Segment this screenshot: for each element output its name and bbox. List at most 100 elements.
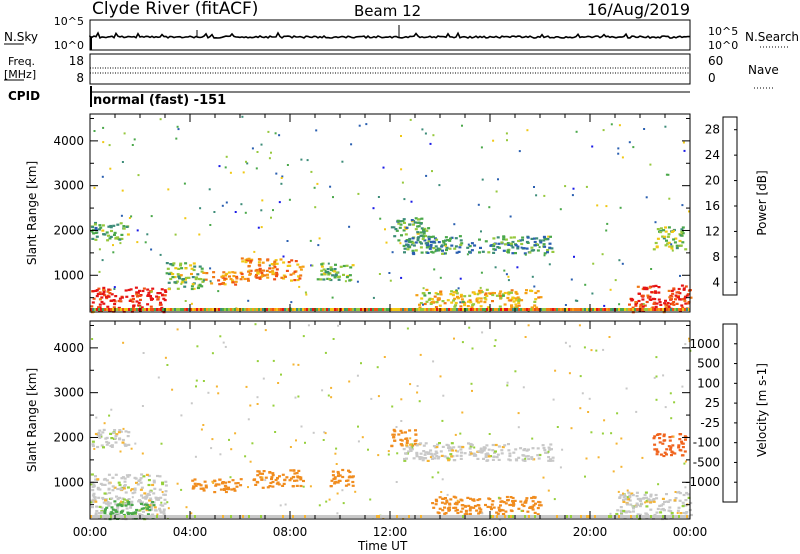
data-cell [657, 298, 661, 301]
data-cell [443, 455, 447, 458]
data-cell [100, 308, 102, 311]
data-cell [105, 440, 109, 444]
data-cell [502, 515, 504, 518]
data-cell [271, 270, 275, 273]
data-cell [196, 515, 198, 518]
data-cell [101, 175, 104, 178]
data-cell [436, 511, 440, 514]
data-cell [590, 308, 592, 311]
data-cell [403, 247, 407, 250]
data-cell [416, 515, 418, 518]
data-cell [518, 515, 520, 518]
data-cell [370, 397, 373, 400]
data-cell [309, 485, 312, 488]
data-cell [156, 474, 159, 478]
data-cell [382, 515, 384, 518]
data-cell [138, 478, 142, 481]
data-cell [118, 515, 120, 518]
data-cell [108, 308, 110, 311]
data-cell [295, 472, 299, 475]
data-cell [442, 515, 444, 518]
data-cell [378, 308, 380, 311]
data-cell [204, 484, 208, 487]
data-cell [431, 170, 433, 173]
data-cell [455, 292, 459, 295]
data-cell [247, 270, 251, 273]
y-tick-label: 1000 [53, 475, 84, 489]
data-cell [90, 473, 94, 476]
x-tick-label: 00:00 [673, 525, 708, 539]
data-cell [297, 395, 300, 398]
data-cell [352, 515, 354, 518]
data-cell [102, 501, 106, 504]
data-cell [150, 298, 153, 301]
data-cell [652, 285, 656, 288]
data-cell [278, 201, 281, 204]
data-cell [294, 515, 296, 518]
data-cell [554, 369, 557, 372]
data-cell [509, 496, 513, 499]
data-cell [547, 235, 550, 238]
data-cell [438, 507, 442, 510]
data-cell [653, 435, 657, 438]
data-cell [688, 337, 690, 340]
data-cell [115, 433, 119, 436]
data-cell [445, 499, 449, 502]
data-cell [504, 308, 506, 311]
data-cell [136, 515, 138, 518]
data-cell [642, 497, 645, 500]
data-cell [256, 308, 258, 311]
data-cell [106, 503, 110, 506]
data-cell [416, 225, 420, 228]
data-cell [275, 273, 279, 276]
data-cell [652, 437, 656, 440]
data-cell [187, 276, 191, 279]
data-cell [268, 485, 272, 488]
data-cell [395, 229, 399, 232]
data-cell [162, 493, 166, 496]
data-cell [193, 287, 196, 290]
data-cell [621, 156, 624, 159]
data-cell [411, 241, 415, 245]
data-cell [215, 385, 218, 388]
x-tick-label: 08:00 [273, 525, 308, 539]
data-cell [426, 452, 430, 455]
data-cell [552, 515, 554, 518]
data-cell [434, 308, 436, 311]
data-cell [350, 308, 352, 311]
data-cell [262, 377, 265, 380]
data-cell [179, 262, 183, 265]
data-cell [493, 345, 496, 347]
data-cell [592, 515, 594, 518]
data-cell [230, 488, 234, 491]
data-cell [248, 515, 250, 518]
data-cell [330, 386, 333, 389]
data-cell [480, 291, 484, 294]
data-cell [632, 510, 635, 513]
data-cell [530, 308, 532, 311]
data-cell [444, 497, 447, 500]
data-cell [293, 472, 297, 475]
data-cell [546, 515, 548, 518]
data-cell [510, 503, 513, 506]
data-cell [459, 432, 462, 435]
data-cell [539, 241, 543, 244]
data-cell [570, 427, 573, 430]
data-cell [550, 247, 554, 250]
data-cell [396, 308, 398, 311]
data-cell [530, 306, 534, 309]
data-cell [204, 486, 208, 489]
data-cell [430, 453, 434, 456]
data-cell [453, 305, 457, 308]
data-cell [467, 300, 470, 303]
data-cell [367, 448, 369, 451]
data-cell [506, 515, 508, 518]
data-cell [114, 437, 117, 440]
data-cell [525, 289, 528, 292]
data-cell [448, 506, 452, 509]
data-cell [166, 267, 170, 270]
data-cell [564, 341, 567, 344]
data-cell [495, 456, 499, 459]
data-cell [153, 506, 157, 509]
data-cell [205, 272, 209, 275]
